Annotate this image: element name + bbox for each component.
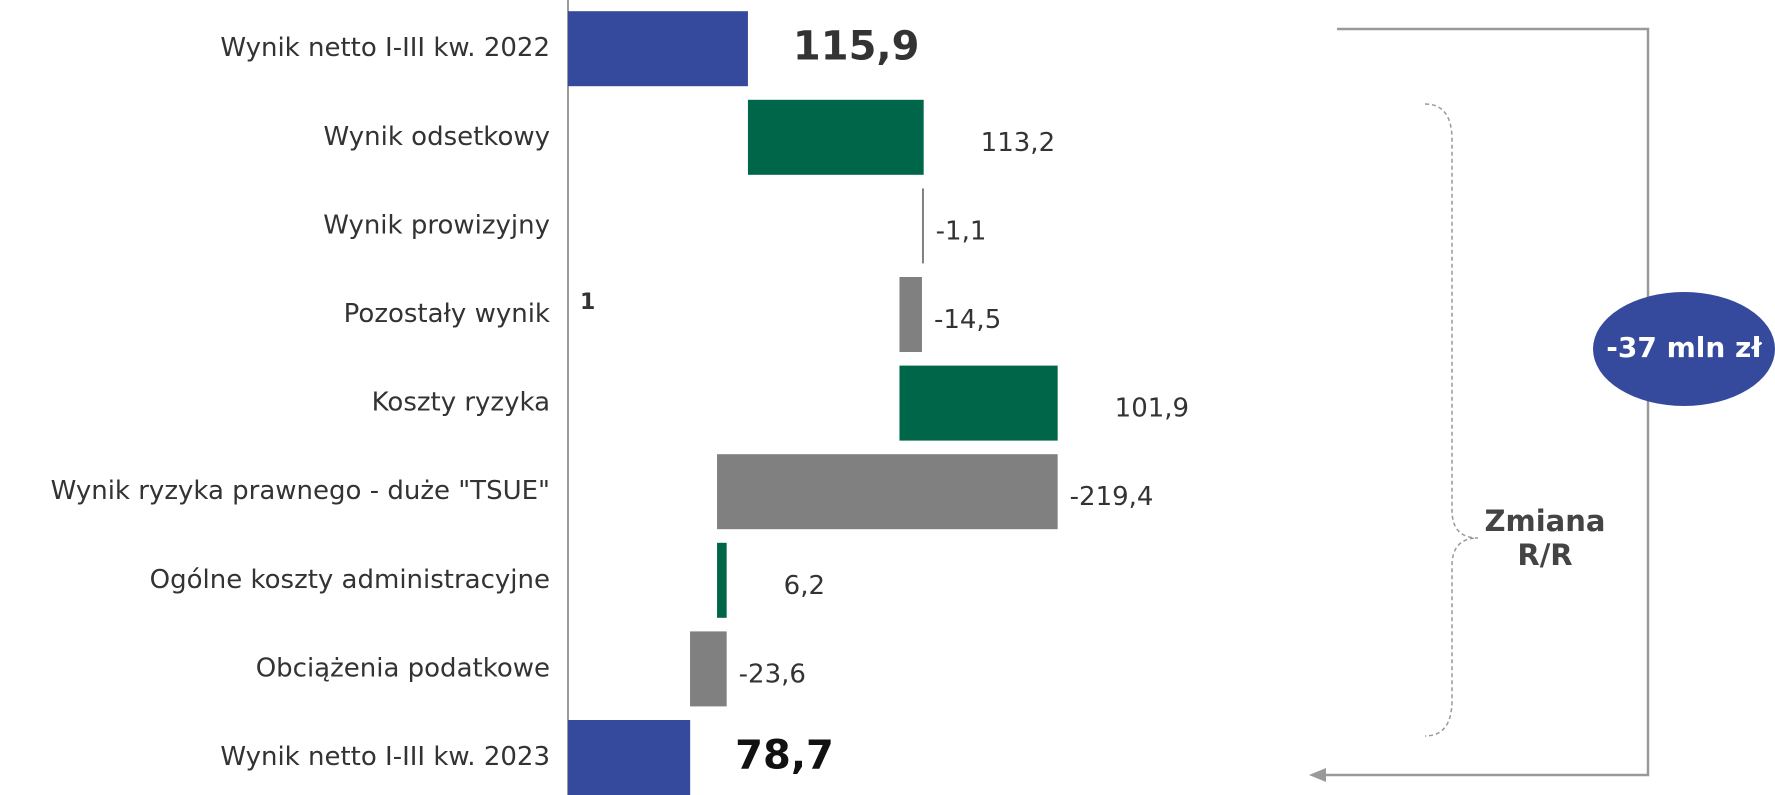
value-label: 113,2 bbox=[981, 128, 1055, 158]
category-label: Pozostały wynik bbox=[344, 299, 550, 329]
bar bbox=[568, 11, 748, 87]
bar bbox=[690, 631, 727, 707]
value-label: -1,1 bbox=[936, 216, 987, 246]
value-label: -23,6 bbox=[739, 659, 806, 689]
bar bbox=[717, 542, 727, 618]
value-label: -14,5 bbox=[934, 305, 1001, 335]
category-label: Ogólne koszty administracyjne bbox=[150, 565, 550, 595]
category-label: Wynik ryzyka prawnego - duże "TSUE" bbox=[51, 476, 550, 506]
total-label: 78,7 bbox=[735, 733, 834, 779]
bar bbox=[921, 188, 924, 264]
category-label: Koszty ryzyka bbox=[372, 388, 550, 418]
annotation: 1 bbox=[580, 290, 595, 315]
value-label: 6,2 bbox=[784, 571, 825, 601]
badge-label: -37 mln zł bbox=[1606, 331, 1762, 364]
bracket bbox=[1424, 103, 1479, 737]
bar bbox=[899, 277, 922, 352]
bar bbox=[717, 454, 1058, 530]
category-label: Wynik odsetkowy bbox=[324, 122, 551, 152]
badge bbox=[1593, 292, 1775, 406]
total-label: 115,9 bbox=[793, 24, 920, 70]
value-label: -219,4 bbox=[1070, 482, 1154, 512]
category-label: Wynik netto I-III kw. 2022 bbox=[220, 33, 550, 63]
arrow bbox=[1322, 27, 1650, 777]
category-label: Wynik prowizyjny bbox=[323, 210, 550, 240]
category-label: Obciążenia podatkowe bbox=[256, 653, 550, 683]
category-label: Wynik netto I-III kw. 2023 bbox=[220, 742, 550, 772]
annotation: R/R bbox=[1517, 538, 1572, 572]
bar bbox=[899, 365, 1058, 441]
arrow-head bbox=[1309, 768, 1326, 782]
value-label: 101,9 bbox=[1115, 394, 1189, 424]
annotation: Zmiana bbox=[1485, 504, 1606, 538]
bar bbox=[747, 99, 924, 175]
bar bbox=[568, 720, 691, 795]
